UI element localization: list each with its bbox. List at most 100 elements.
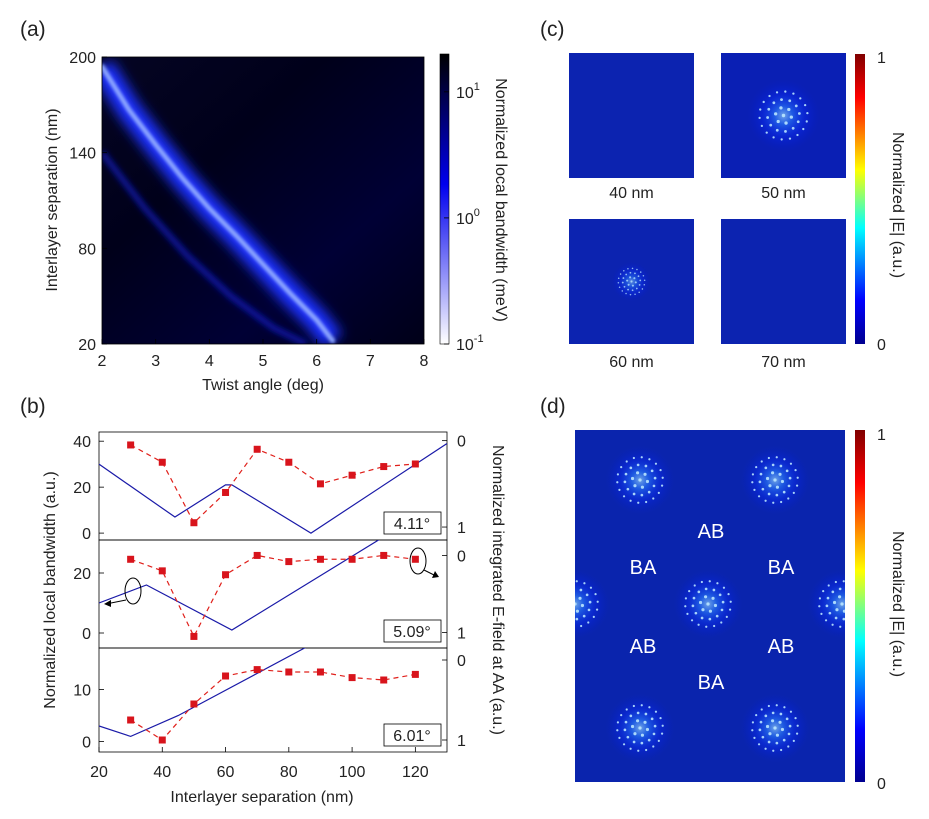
field-hotspot xyxy=(825,604,829,608)
panel-b-xtick-label: 40 xyxy=(153,764,171,781)
field-hotspot xyxy=(766,116,770,119)
field-hotspot xyxy=(753,488,756,491)
field-hotspot xyxy=(579,588,583,592)
field-hotspot xyxy=(827,584,830,587)
field-hotspot xyxy=(572,626,574,628)
field-hotspot xyxy=(638,291,640,293)
field-hotspot xyxy=(715,614,719,618)
colorbar-tick-base: 10 xyxy=(456,337,474,354)
field-hotspot xyxy=(768,484,772,488)
field-hotspot xyxy=(616,481,619,484)
field-hotspot xyxy=(700,580,703,584)
field-hotspot xyxy=(647,490,651,494)
field-hotspot xyxy=(692,596,696,600)
panel-b-left-tick-label: 0 xyxy=(82,626,91,643)
field-hotspot xyxy=(771,471,775,475)
field-hotspot xyxy=(694,611,698,615)
panel-b-efield-line xyxy=(130,554,416,638)
field-hotspot xyxy=(700,616,704,620)
field-hotspot xyxy=(596,600,599,603)
field-hotspot xyxy=(845,597,848,600)
field-hotspot xyxy=(796,133,799,137)
panel-b-right-tick-label: 0 xyxy=(457,434,466,451)
panel-a-colorbar xyxy=(439,53,450,345)
field-hotspot xyxy=(778,472,782,476)
field-hotspot xyxy=(764,714,768,718)
field-hotspot xyxy=(779,712,783,716)
field-hotspot xyxy=(636,268,638,271)
panel-a-ytick-label: 20 xyxy=(78,337,96,354)
panel-b-efield-point xyxy=(190,700,198,708)
panel-a-xtick-label: 3 xyxy=(151,353,160,370)
field-hotspot xyxy=(648,458,651,461)
panel-c-label: 50 nm xyxy=(761,185,805,202)
field-hotspot xyxy=(780,479,785,484)
panel-b-efield-point xyxy=(285,458,293,466)
panel-b-subplot-2: 0 20 0 1 5.09° xyxy=(73,539,466,649)
field-hotspot xyxy=(660,732,664,735)
panel-c-colorbar-label: Normalized |E| (a.u.) xyxy=(889,132,906,278)
field-hotspot xyxy=(839,625,842,628)
field-hotspot xyxy=(575,617,579,621)
field-hotspot xyxy=(774,112,778,116)
panel-b-efield-line xyxy=(130,668,416,741)
field-hotspot xyxy=(721,600,725,604)
field-hotspot xyxy=(776,119,780,124)
field-hotspot xyxy=(759,108,762,111)
field-hotspot xyxy=(580,624,583,628)
field-hotspot xyxy=(624,472,628,476)
field-hotspot xyxy=(589,586,593,589)
field-hotspot xyxy=(787,484,791,488)
field-hotspot xyxy=(850,582,852,584)
panel-c-colorbar-tick-0: 0 xyxy=(877,337,886,354)
field-hotspot xyxy=(621,290,624,292)
field-hotspot xyxy=(659,717,662,720)
field-hotspot xyxy=(659,469,662,472)
field-hotspot xyxy=(842,617,845,621)
field-hotspot xyxy=(787,745,790,748)
field-hotspot xyxy=(638,478,642,482)
field-hotspot xyxy=(638,726,642,730)
field-hotspot xyxy=(594,593,597,596)
field-hotspot xyxy=(789,115,793,119)
field-hotspot xyxy=(780,98,783,102)
right-axis-arrowhead xyxy=(432,571,439,578)
field-hotspot xyxy=(753,736,756,739)
panel-c-map-2 xyxy=(721,53,846,178)
field-hotspot xyxy=(625,460,628,463)
field-hotspot xyxy=(634,281,637,284)
field-hotspot xyxy=(761,735,765,739)
panel-b-right-tick-label: 0 xyxy=(457,548,466,565)
field-hotspot xyxy=(775,128,779,132)
field-hotspot xyxy=(691,604,695,608)
panel-b-efield-point xyxy=(253,666,261,674)
panel-b-xtick-label: 100 xyxy=(339,764,366,781)
panel-c-field-pattern xyxy=(747,79,820,152)
panel-b-subplot-frame xyxy=(98,647,448,753)
field-hotspot xyxy=(660,484,664,487)
field-hotspot xyxy=(617,277,620,279)
panel-a-xtick-label: 4 xyxy=(205,353,214,370)
field-hotspot xyxy=(787,732,791,736)
panel-d-field-pattern xyxy=(740,445,810,515)
panel-label-c: (c) xyxy=(540,18,565,41)
colorbar-tick-exponent: -1 xyxy=(474,333,484,345)
field-hotspot xyxy=(585,593,589,597)
panel-b-efield-point xyxy=(253,445,261,453)
field-hotspot xyxy=(769,123,773,127)
field-hotspot xyxy=(758,728,762,732)
field-hotspot xyxy=(566,601,569,604)
field-hotspot xyxy=(618,286,621,288)
field-hotspot xyxy=(784,129,787,133)
field-hotspot xyxy=(552,597,554,599)
field-hotspot xyxy=(772,501,775,504)
panel-b-left-tick-label: 40 xyxy=(73,434,91,451)
panel-b-efield-point xyxy=(222,488,230,496)
field-hotspot xyxy=(771,719,775,723)
field-hotspot xyxy=(568,617,571,620)
field-hotspot xyxy=(764,747,767,750)
field-hotspot xyxy=(697,590,701,594)
field-hotspot xyxy=(640,456,643,459)
field-hotspot xyxy=(787,497,790,500)
field-hotspot xyxy=(629,747,632,750)
